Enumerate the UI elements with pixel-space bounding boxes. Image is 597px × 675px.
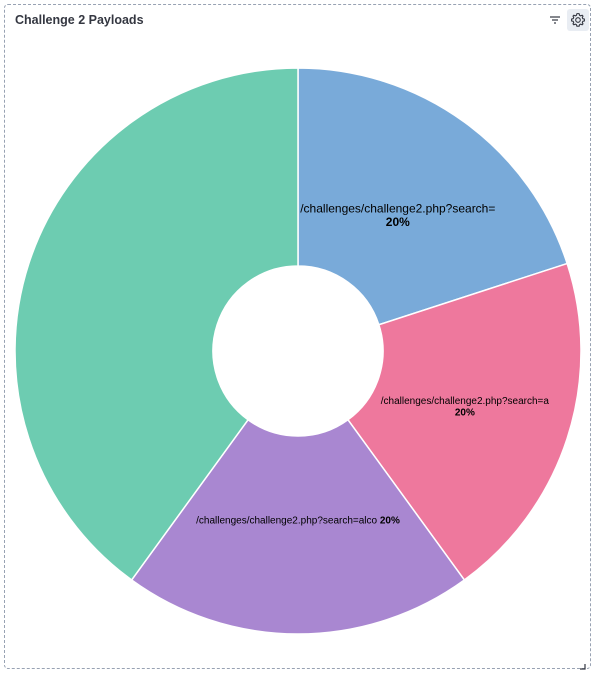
pie-slice[interactable] — [130, 418, 466, 635]
panel-title: Challenge 2 Payloads — [15, 13, 144, 27]
resize-handle-icon[interactable] — [579, 657, 586, 670]
slice-label: /challenges/challenge2.php?search= 20% — [300, 201, 495, 229]
slice-label: /challenges/challenge2.php?search=a 20% — [381, 396, 550, 419]
slice-label: /challenges/challenge2.php?search=alco 2… — [196, 516, 400, 527]
filter-icon[interactable] — [544, 9, 566, 31]
panel-header: Challenge 2 Payloads — [5, 5, 590, 35]
pie-slice[interactable] — [346, 262, 582, 581]
gear-icon[interactable] — [567, 9, 589, 31]
pie-slice[interactable] — [14, 67, 299, 582]
pie-slice[interactable] — [297, 67, 569, 326]
